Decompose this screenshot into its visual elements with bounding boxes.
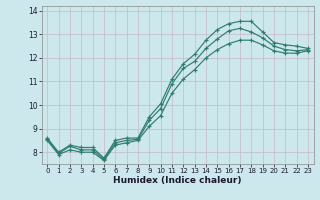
X-axis label: Humidex (Indice chaleur): Humidex (Indice chaleur): [113, 176, 242, 185]
